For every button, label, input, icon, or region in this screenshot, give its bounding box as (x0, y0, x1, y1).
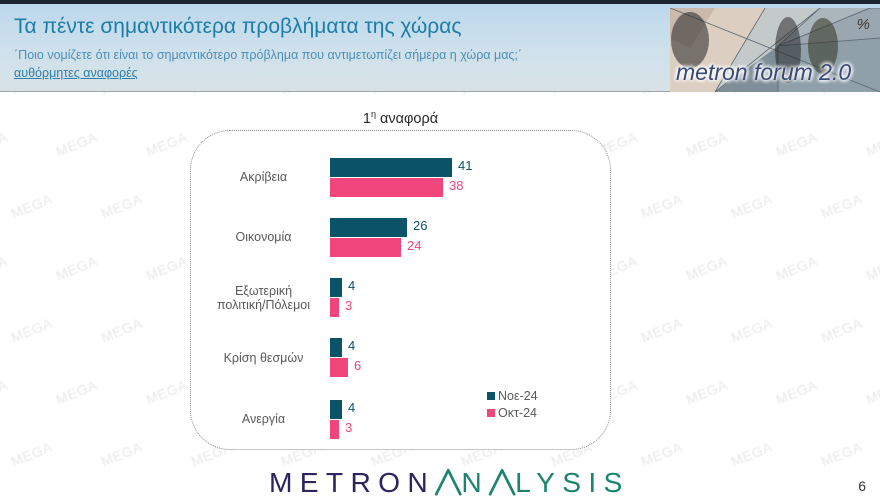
svg-text:METRON: METRON (269, 466, 435, 498)
svg-text:S: S (604, 466, 623, 498)
svg-text:S: S (562, 466, 581, 498)
svg-text:I: I (588, 466, 596, 498)
svg-text:L: L (515, 466, 531, 498)
svg-text:Y: Y (536, 466, 555, 498)
svg-text:N: N (461, 466, 481, 498)
